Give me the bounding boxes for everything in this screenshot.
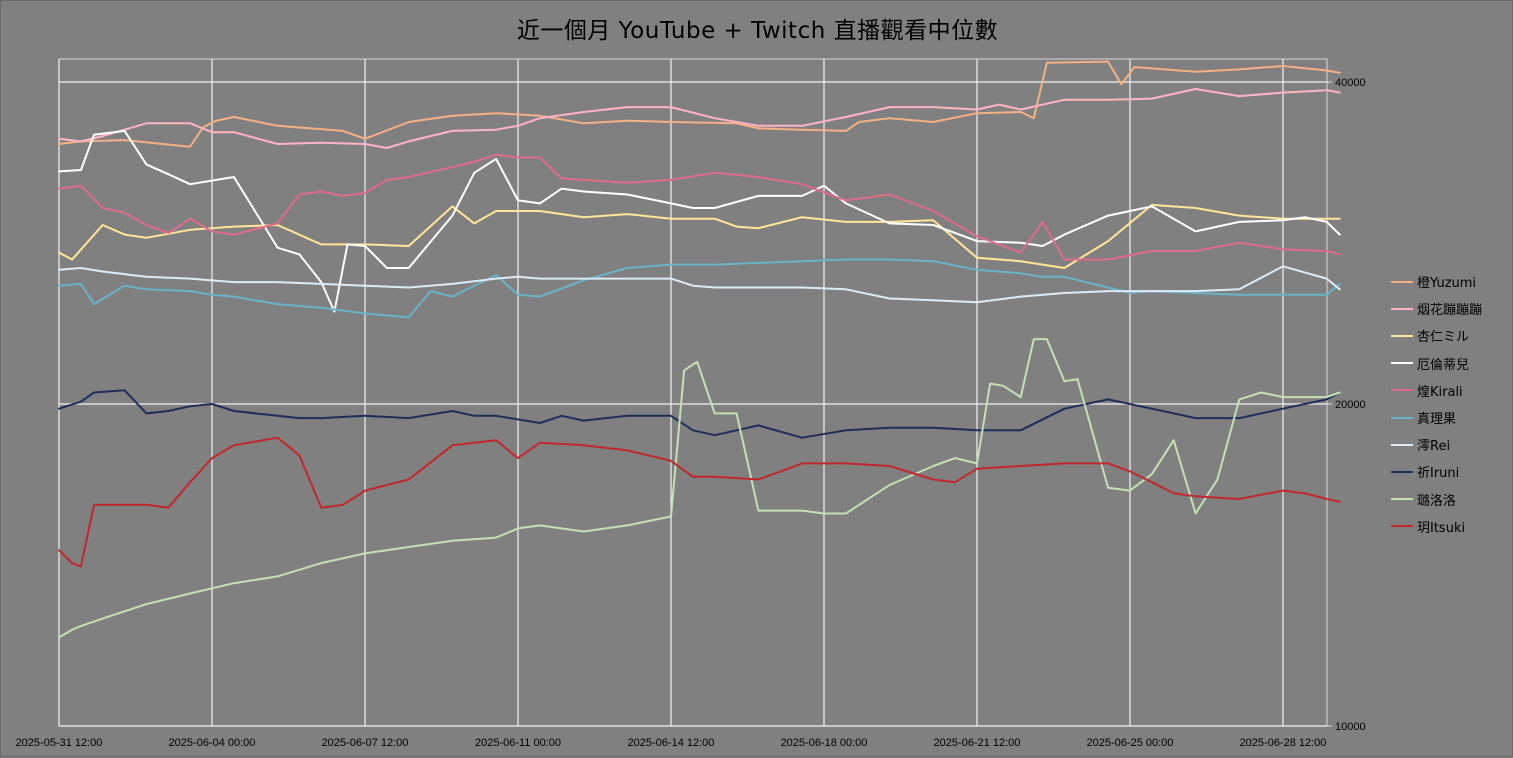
legend-swatch [1391, 470, 1413, 473]
legend-label: 橙Yuzumi [1417, 276, 1477, 292]
legend-swatch [1391, 498, 1413, 501]
x-tick-label: 2025-06-25 00:00 [1087, 737, 1174, 749]
legend-item: 烟花蹦蹦蹦 [1391, 295, 1511, 322]
legend-swatch [1391, 307, 1413, 310]
legend-item: 真理果 [1391, 404, 1511, 431]
x-tick-label: 2025-06-04 00:00 [169, 737, 256, 749]
series-line-4 [58, 153, 1341, 261]
y-tick-label: 20000 [1335, 399, 1366, 411]
legend-swatch [1391, 525, 1413, 528]
legend-item: 橙Yuzumi [1391, 268, 1511, 295]
legend-item: 祈Iruni [1391, 458, 1511, 485]
legend-item: 厄倫蒂兒 [1391, 350, 1511, 377]
x-tick-label: 2025-06-11 00:00 [475, 737, 561, 749]
series-line-5 [58, 258, 1341, 319]
legend-label: 厄倫蒂兒 [1417, 357, 1470, 373]
legend-item: 璐洛洛 [1391, 486, 1511, 513]
legend-label: 璐洛洛 [1417, 493, 1457, 509]
legend-item: 煌Kirali [1391, 377, 1511, 404]
plot-frame [58, 58, 1328, 727]
series-line-7 [58, 389, 1341, 439]
legend-label: 祈Iruni [1417, 466, 1460, 482]
legend-label: 玥Itsuki [1417, 520, 1466, 536]
legend: 橙Yuzumi 烟花蹦蹦蹦杏仁ミル厄倫蒂兒煌Kirali 真理果澪Rei 祈Iruni… [1391, 268, 1511, 540]
legend-swatch [1391, 280, 1413, 283]
legend-item: 杏仁ミル [1391, 322, 1511, 349]
legend-swatch [1391, 389, 1413, 392]
legend-label: 澪Rei [1417, 439, 1451, 455]
y-tick-label: 40000 [1335, 77, 1366, 89]
legend-label: 烟花蹦蹦蹦 [1417, 303, 1483, 319]
x-tick-label: 2025-05-31 12:00 [16, 737, 103, 749]
legend-label: 真理果 [1417, 412, 1457, 428]
legend-swatch [1391, 334, 1413, 337]
legend-item: 澪Rei [1391, 431, 1511, 458]
series-line-3 [58, 129, 1341, 313]
x-tick-label: 2025-06-28 12:00 [1240, 737, 1327, 749]
legend-item: 玥Itsuki [1391, 513, 1511, 540]
series-line-9 [58, 436, 1341, 568]
legend-label: 杏仁ミル [1417, 330, 1470, 346]
series-line-0 [58, 60, 1341, 148]
legend-swatch [1391, 443, 1413, 446]
x-tick-label: 2025-06-07 12:00 [322, 737, 409, 749]
chart-title: 近一個月 YouTube + Twitch 直播觀看中位數 [516, 18, 999, 44]
x-tick-label: 2025-06-21 12:00 [934, 737, 1021, 749]
x-tick-label: 2025-06-18 00:00 [781, 737, 868, 749]
legend-swatch [1391, 416, 1413, 419]
series-line-2 [58, 203, 1341, 269]
series-line-8 [58, 338, 1341, 639]
legend-swatch [1391, 362, 1413, 365]
series-line-6 [58, 265, 1341, 304]
legend-label: 煌Kirali [1417, 384, 1463, 400]
series-line-1 [58, 88, 1341, 149]
y-tick-label: 10000 [1335, 721, 1366, 733]
x-tick-label: 2025-06-14 12:00 [628, 737, 715, 749]
